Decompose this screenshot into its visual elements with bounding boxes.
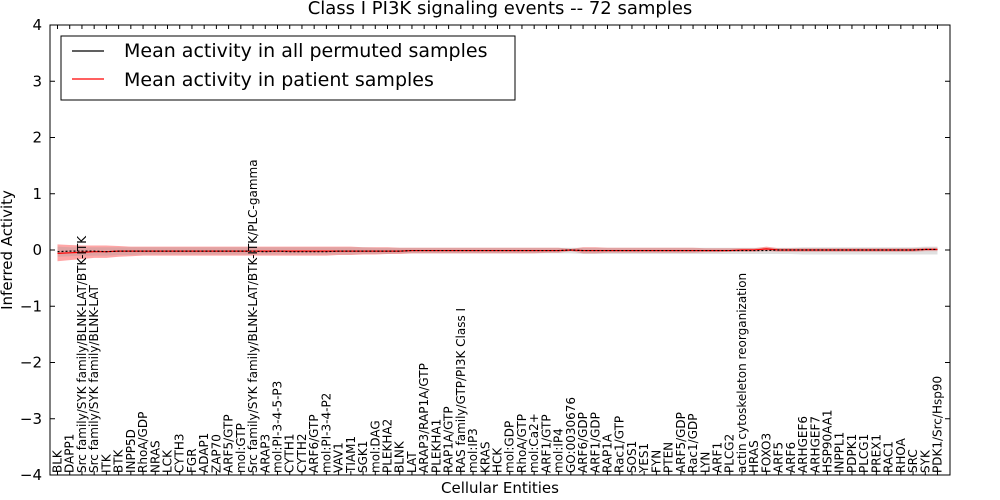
x-tick-label: mol:Ca2+ (527, 413, 541, 473)
y-tick-label: −3 (20, 410, 42, 428)
y-axis: −4 −3 −2 −1 0 1 2 3 4 (20, 16, 950, 484)
x-tick-label: YES1 (637, 443, 651, 474)
x-tick-label: HSP90AA1 (821, 409, 835, 473)
y-tick-label: 4 (32, 16, 42, 34)
legend-box (60, 35, 516, 101)
x-tick-label: RAC1 (882, 441, 896, 473)
x-tick-label: mol:GTP (234, 423, 248, 473)
x-tick-label: ARF6 (784, 442, 798, 473)
x-tick-label: KRAS (478, 441, 492, 473)
x-tick-label: HRAS (747, 440, 761, 473)
y-tick-label: 1 (32, 185, 42, 203)
x-tick-label: PLEKHA2 (381, 419, 395, 473)
x-tick-label: RAS family/GTP/PI3K Class I (454, 308, 468, 473)
x-tick-label: RAP1A/GTP (442, 406, 456, 473)
chart-title: Class I PI3K signaling events -- 72 samp… (308, 0, 693, 19)
x-tick-label: ARAP3/RAP1A/GTP (417, 363, 431, 473)
x-tick-label: RhoA/GDP (136, 412, 150, 473)
x-tick-label: CYTH2 (295, 434, 309, 474)
x-tick-label: ITK (99, 453, 113, 473)
x-tick-label: Src family/SYK family/BLNK-LAT/BTK-ITK (75, 235, 89, 473)
x-tick-label: ADAP1 (197, 433, 211, 473)
y-tick-label: 0 (32, 241, 42, 259)
x-tick-label: mol:IP4 (552, 428, 566, 473)
band-patient (57, 244, 938, 262)
series-line-permuted (57, 248, 938, 253)
x-tick-label: BLNK (393, 440, 407, 473)
x-tick-label: LAT (405, 451, 419, 473)
x-tick-label: ARF6/GTP (307, 414, 321, 473)
x-tick-label: FYN (649, 450, 663, 473)
x-tick-label: FGR (185, 448, 199, 473)
x-tick-label: INPPL1 (833, 432, 847, 473)
x-tick-label: DAPP1 (63, 434, 77, 473)
x-tick-label: GO:0030676 (564, 397, 578, 473)
x-tick-label: Src family/SYK family/BLNK-LAT/BTK-ITK/P… (246, 159, 260, 473)
x-tick-label: BLK (51, 449, 65, 473)
x-tick-label: HCK (491, 447, 505, 473)
x-tick-label: RAP1A (601, 433, 615, 473)
x-tick-label: PLEKHA1 (429, 419, 443, 473)
x-tick-label: CYTH1 (283, 434, 297, 474)
y-tick-label: −2 (20, 354, 42, 372)
x-tick-label: SRC (906, 449, 920, 473)
x-tick-label: INPP5D (124, 429, 138, 473)
x-tick-label: PDK1/Src/Hsp90 (931, 376, 945, 473)
y-tick-label: −1 (20, 297, 42, 315)
y-axis-label: Inferred Activity (0, 190, 16, 310)
x-tick-label: mol:PI-3-4-5-P3 (271, 381, 285, 473)
x-tick-label: PLCG1 (857, 434, 871, 473)
x-tick-label: PTEN (662, 442, 676, 473)
y-tick-label: 3 (32, 72, 42, 90)
x-tick-label: ARHGEF6 (796, 416, 810, 473)
x-tick-label: VAV1 (332, 442, 346, 473)
x-tick-label: actin cytoskeleton reorganization (735, 273, 749, 473)
x-tick-label: ARF1/GDP (588, 412, 602, 473)
x-tick-label: mol:IP3 (466, 428, 480, 473)
x-tick-label: ARF6/GDP (576, 412, 590, 473)
x-tick-label: ARF5 (772, 442, 786, 473)
x-tick-label: FOXO3 (759, 433, 773, 473)
x-tick-label: ZAP70 (209, 434, 223, 473)
x-tick-label: PREX1 (869, 434, 883, 473)
x-tick-label: PLCG2 (723, 434, 737, 473)
x-tick-label: ARHGEF7 (808, 416, 822, 473)
x-tick-label: ARF5/GTP (222, 414, 236, 473)
x-tick-label: ARF1/GTP (539, 414, 553, 473)
y-tick-label: −4 (20, 466, 42, 484)
x-tick-label: LCK (161, 449, 175, 473)
x-tick-label: Src family/SYK family/BLNK-LAT (87, 284, 101, 473)
x-tick-label: CYTH3 (173, 434, 187, 474)
x-tick-label: Rac1/GTP (613, 416, 627, 473)
x-tick-label: Rac1/GDP (686, 414, 700, 473)
x-tick-label: BTK (112, 448, 126, 473)
x-tick-label: ARAP3 (258, 434, 272, 473)
x-tick-label: mol:PI-3-4-P2 (319, 393, 333, 473)
x-tick-label: SOS1 (625, 441, 639, 473)
plot-area (57, 244, 938, 262)
legend: Mean activity in all permuted samples Me… (60, 35, 516, 101)
legend-label-patient: Mean activity in patient samples (124, 69, 434, 91)
x-tick-label: mol:GDP (503, 421, 517, 473)
x-axis-label: Cellular Entities (441, 479, 559, 497)
x-tick-label: ARF1 (711, 442, 725, 473)
x-tick-label: SGK1 (356, 441, 370, 473)
x-tick-label: PDPK1 (845, 434, 859, 473)
x-tick-label: LYN (698, 452, 712, 473)
band-permuted (57, 246, 938, 257)
y-tick-label: 2 (32, 129, 42, 147)
x-tick-label: mol:DAG (368, 420, 382, 473)
legend-label-permuted: Mean activity in all permuted samples (124, 40, 487, 62)
x-tick-label: RhoA/GTP (515, 414, 529, 473)
x-tick-label: SYK (918, 449, 932, 473)
x-tick-label: ARF5/GDP (674, 412, 688, 473)
x-tick-label: TIAM1 (344, 436, 358, 474)
x-tick-label: RHOA (894, 437, 908, 473)
x-tick-label: NRAS (148, 440, 162, 473)
